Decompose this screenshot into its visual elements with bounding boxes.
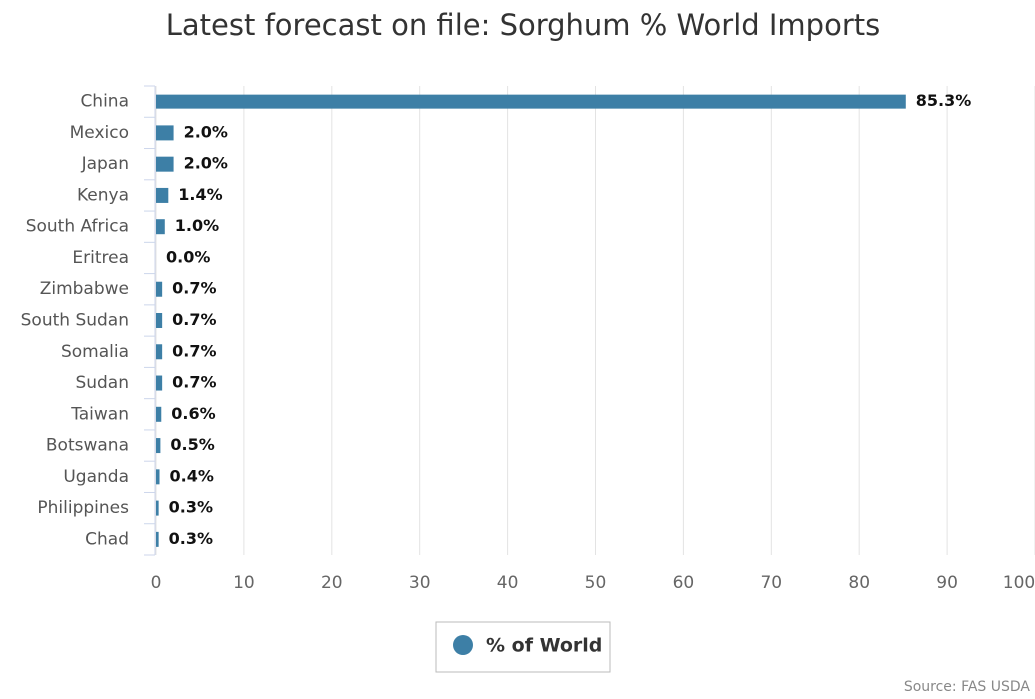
y-tick-label: Zimbabwe bbox=[40, 279, 129, 299]
x-tick-label: 20 bbox=[321, 573, 343, 593]
y-tick-label: Japan bbox=[81, 154, 129, 174]
bar bbox=[156, 156, 174, 172]
value-label: 0.6% bbox=[171, 404, 215, 423]
y-tick-label: South Africa bbox=[26, 217, 129, 237]
bar bbox=[156, 313, 163, 328]
y-tick-label: Chad bbox=[85, 529, 129, 549]
value-label: 2.0% bbox=[184, 122, 228, 141]
y-tick-label: China bbox=[80, 92, 129, 112]
source-note: Source: FAS USDA bbox=[904, 679, 1031, 695]
y-tick-label: Botswana bbox=[46, 436, 129, 456]
value-label: 1.4% bbox=[178, 185, 222, 204]
x-tick-label: 40 bbox=[497, 573, 519, 593]
value-label: 85.3% bbox=[916, 91, 972, 110]
x-tick-label: 0 bbox=[151, 573, 162, 593]
legend-marker bbox=[453, 635, 473, 655]
y-tick-label: Philippines bbox=[37, 498, 129, 518]
bar bbox=[156, 187, 169, 203]
y-tick-label: Eritrea bbox=[72, 248, 129, 268]
value-label: 0.7% bbox=[172, 279, 216, 298]
y-tick-label: Sudan bbox=[75, 373, 129, 393]
y-tick-label: Uganda bbox=[63, 467, 129, 487]
x-tick-label: 60 bbox=[673, 573, 695, 593]
value-label: 0.0% bbox=[166, 247, 210, 266]
x-tick-label: 80 bbox=[848, 573, 870, 593]
legend[interactable]: % of World bbox=[435, 621, 611, 673]
value-label: 1.0% bbox=[175, 216, 219, 235]
value-label: 0.4% bbox=[170, 466, 214, 485]
bar bbox=[156, 281, 163, 297]
bar bbox=[156, 438, 161, 454]
value-label: 0.7% bbox=[172, 310, 216, 329]
bar bbox=[156, 500, 159, 516]
bar bbox=[156, 469, 160, 485]
bar bbox=[156, 125, 174, 141]
y-tick-label: Taiwan bbox=[70, 404, 129, 424]
x-tick-label: 70 bbox=[760, 573, 782, 593]
legend-label[interactable]: % of World bbox=[486, 635, 602, 657]
bar bbox=[156, 344, 163, 360]
value-label: 0.7% bbox=[172, 373, 216, 392]
x-tick-label: 100 bbox=[1003, 573, 1035, 593]
x-tick-label: 10 bbox=[233, 573, 255, 593]
value-label: 0.7% bbox=[172, 341, 216, 360]
x-tick-label: 90 bbox=[936, 573, 958, 593]
y-tick-label: South Sudan bbox=[21, 311, 129, 331]
bar bbox=[156, 375, 163, 391]
x-tick-label: 30 bbox=[409, 573, 431, 593]
value-label: 0.3% bbox=[169, 498, 213, 517]
bar bbox=[156, 219, 165, 235]
y-tick-label: Somalia bbox=[61, 342, 129, 362]
value-label: 2.0% bbox=[184, 154, 228, 173]
bar bbox=[156, 406, 162, 422]
y-tick-label: Mexico bbox=[70, 123, 129, 143]
chart-title: Latest forecast on file: Sorghum % World… bbox=[166, 8, 880, 42]
x-tick-label: 50 bbox=[585, 573, 607, 593]
value-label: 0.5% bbox=[170, 435, 214, 454]
value-label: 0.3% bbox=[169, 529, 213, 548]
bar bbox=[156, 94, 906, 109]
y-tick-label: Kenya bbox=[77, 185, 129, 205]
bar bbox=[156, 531, 159, 547]
